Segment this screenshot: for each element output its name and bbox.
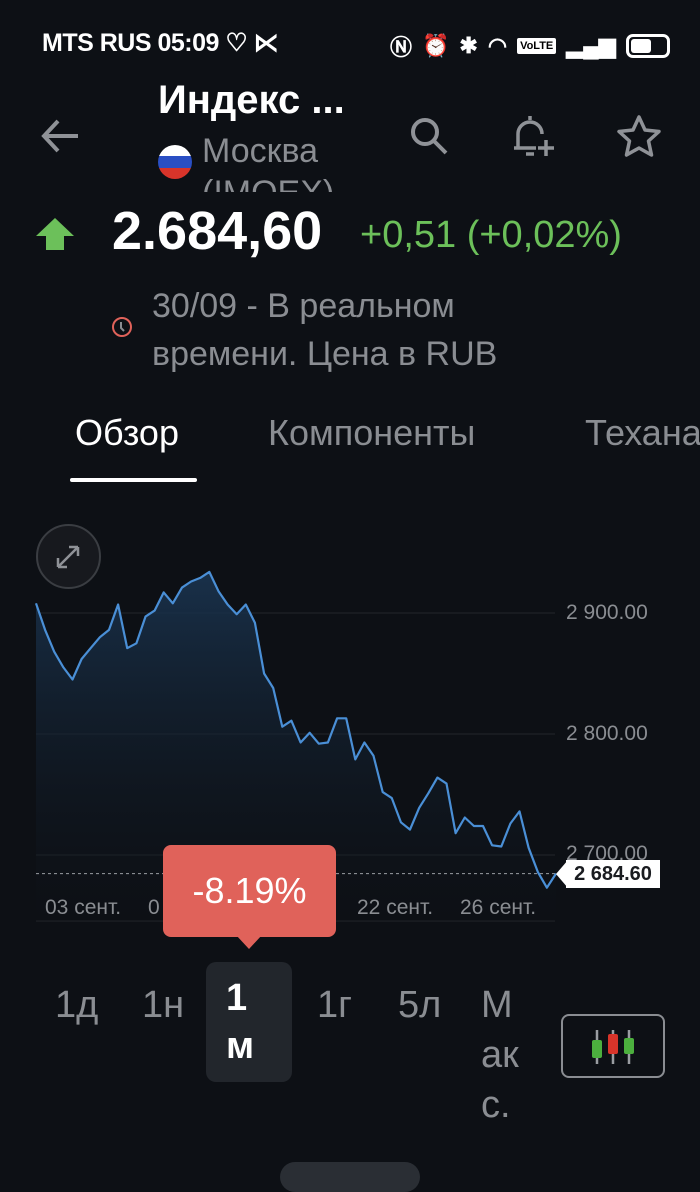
tab-overview[interactable]: Обзор (75, 412, 179, 454)
wifi-icon: ◠ (488, 33, 507, 59)
add-alert-bell-icon[interactable] (510, 112, 558, 160)
x-tick-label: 22 сент. (357, 896, 433, 920)
period-1w[interactable]: 1н (142, 980, 184, 1030)
back-arrow-icon[interactable] (40, 116, 82, 156)
current-price: 2.684,60 (112, 200, 322, 262)
battery-icon (626, 34, 670, 58)
tab-technical[interactable]: Техана (585, 412, 700, 454)
up-arrow-icon (36, 218, 74, 250)
candlestick-icon (563, 1016, 663, 1076)
favorite-star-icon[interactable] (616, 114, 662, 158)
badge-pointer (236, 935, 262, 949)
status-bar-left: MTS RUS 05:09 ♡ ⋉ (42, 28, 278, 58)
active-tab-indicator (70, 478, 197, 482)
bottom-sheet-handle[interactable] (280, 1162, 420, 1192)
russia-flag-icon (158, 145, 192, 179)
page-title: Индекс ... (158, 78, 345, 123)
period-1y[interactable]: 1г (317, 980, 352, 1030)
tab-components[interactable]: Компоненты (268, 412, 475, 454)
x-tick-label: 03 сент. (45, 896, 121, 920)
y-tick-label: 2 800.00 (566, 722, 648, 746)
carrier: MTS RUS (42, 29, 151, 57)
clock: 05:09 (157, 29, 218, 57)
nfc-icon: Ⓝ (390, 30, 412, 62)
exchange-label: Москва (IMOEX) (202, 130, 352, 192)
search-icon[interactable] (408, 115, 450, 157)
volte-icon: VoLTE (517, 38, 556, 54)
price-change: +0,51 (+0,02%) (360, 214, 622, 257)
status-bar-right: Ⓝ ⏰ ✱ ◠ VoLTE ▂▄▆ (390, 30, 670, 62)
alarm-icon: ⏰ (422, 33, 449, 59)
period-5y[interactable]: 5л (398, 980, 441, 1030)
period-1m[interactable]: 1 м (206, 962, 292, 1082)
candlestick-toggle-button[interactable] (561, 1014, 665, 1078)
realtime-note: 30/09 - В реальном времени. Цена в RUB (152, 282, 572, 378)
period-change-badge: -8.19% (163, 845, 336, 937)
signal-icon: ▂▄▆ (566, 33, 615, 59)
clock-icon (110, 315, 134, 339)
last-price-tag: 2 684.60 (566, 860, 660, 888)
notification-icons: ♡ ⋉ (225, 29, 278, 57)
y-tick-label: 2 900.00 (566, 601, 648, 625)
period-max[interactable]: М ак с. (481, 980, 519, 1130)
bluetooth-icon: ✱ (459, 33, 477, 59)
x-tick-label: 0 (148, 896, 160, 920)
period-1d[interactable]: 1д (55, 980, 98, 1030)
x-tick-label: 26 сент. (460, 896, 536, 920)
